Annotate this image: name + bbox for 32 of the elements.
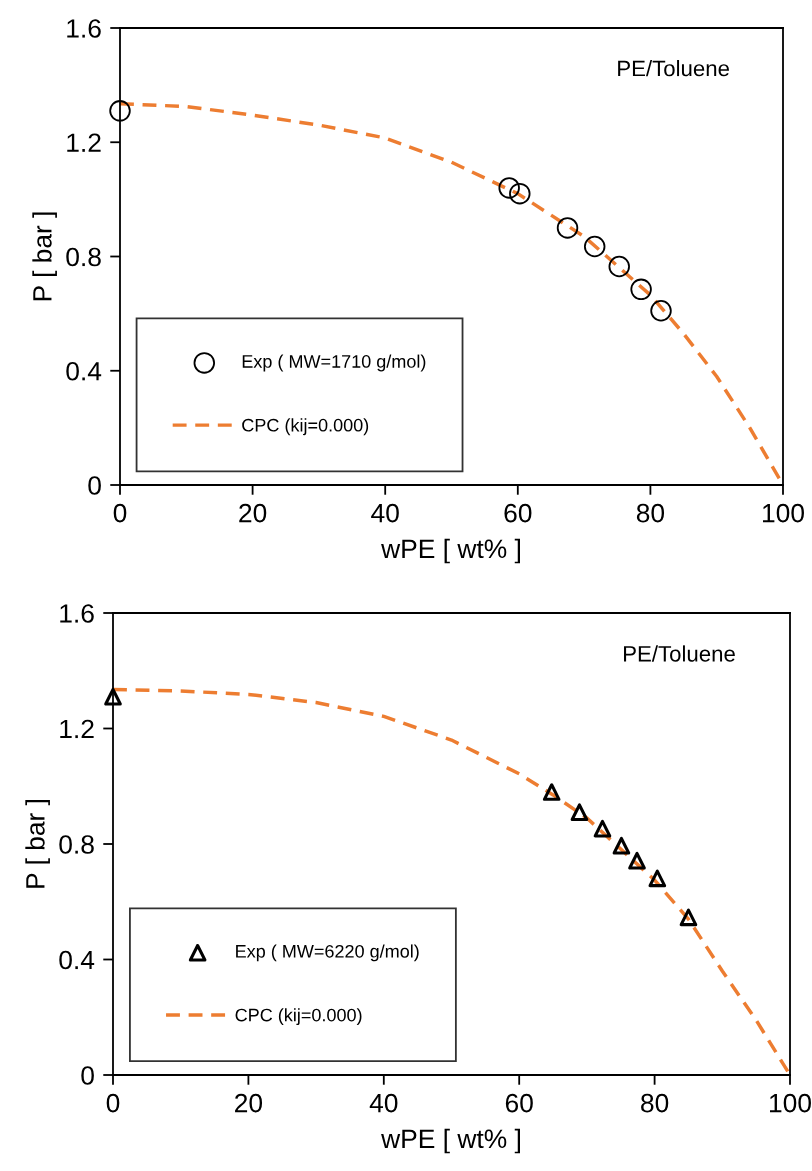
x-tick-label: 60 <box>504 503 532 523</box>
x-axis-title: wPE [ wt% ] <box>381 1128 520 1154</box>
x-tick-label: 100 <box>763 503 804 523</box>
y-tick-label: 1.6 <box>67 19 101 38</box>
x-tick-label: 0 <box>106 1093 120 1113</box>
y-axis-title: P [ bar ] <box>32 212 57 301</box>
y-tick-label: 1.6 <box>60 604 94 623</box>
y-tick-label: 0 <box>81 1066 94 1085</box>
y-tick-label: 0.8 <box>66 247 101 267</box>
y-tick-label: 0.4 <box>66 361 102 381</box>
legend-label: Exp ( MW=1710 g/mol) <box>242 354 426 372</box>
y-tick-label: 0 <box>88 476 101 495</box>
x-tick-label: 60 <box>505 1093 533 1113</box>
x-tick-label: 20 <box>239 503 267 523</box>
annotation: PE/Toluene <box>624 645 735 662</box>
y-tick-label: 0.4 <box>59 950 95 970</box>
x-tick-label: 20 <box>235 1093 263 1113</box>
y-axis-title: P [ bar ] <box>25 799 50 888</box>
x-tick-label: 40 <box>371 503 399 523</box>
annotation: PE/Toluene <box>618 59 729 77</box>
x-tick-label: 80 <box>636 503 665 523</box>
y-tick-label: 1.2 <box>67 133 101 152</box>
x-tick-label: 80 <box>641 1093 669 1113</box>
legend-label: CPC (kij=0.000) <box>242 418 369 436</box>
x-tick-label: 100 <box>770 1093 811 1113</box>
x-axis-title: wPE [ wt% ] <box>381 538 520 564</box>
x-tick-label: 0 <box>113 503 127 523</box>
legend-label: CPC (kij=0.000) <box>235 1008 362 1026</box>
y-tick-label: 0.8 <box>59 835 94 854</box>
legend-label: Exp ( MW=6220 g/mol) <box>236 944 419 962</box>
y-tick-label: 1.2 <box>60 719 94 739</box>
x-tick-label: 40 <box>369 1093 398 1113</box>
